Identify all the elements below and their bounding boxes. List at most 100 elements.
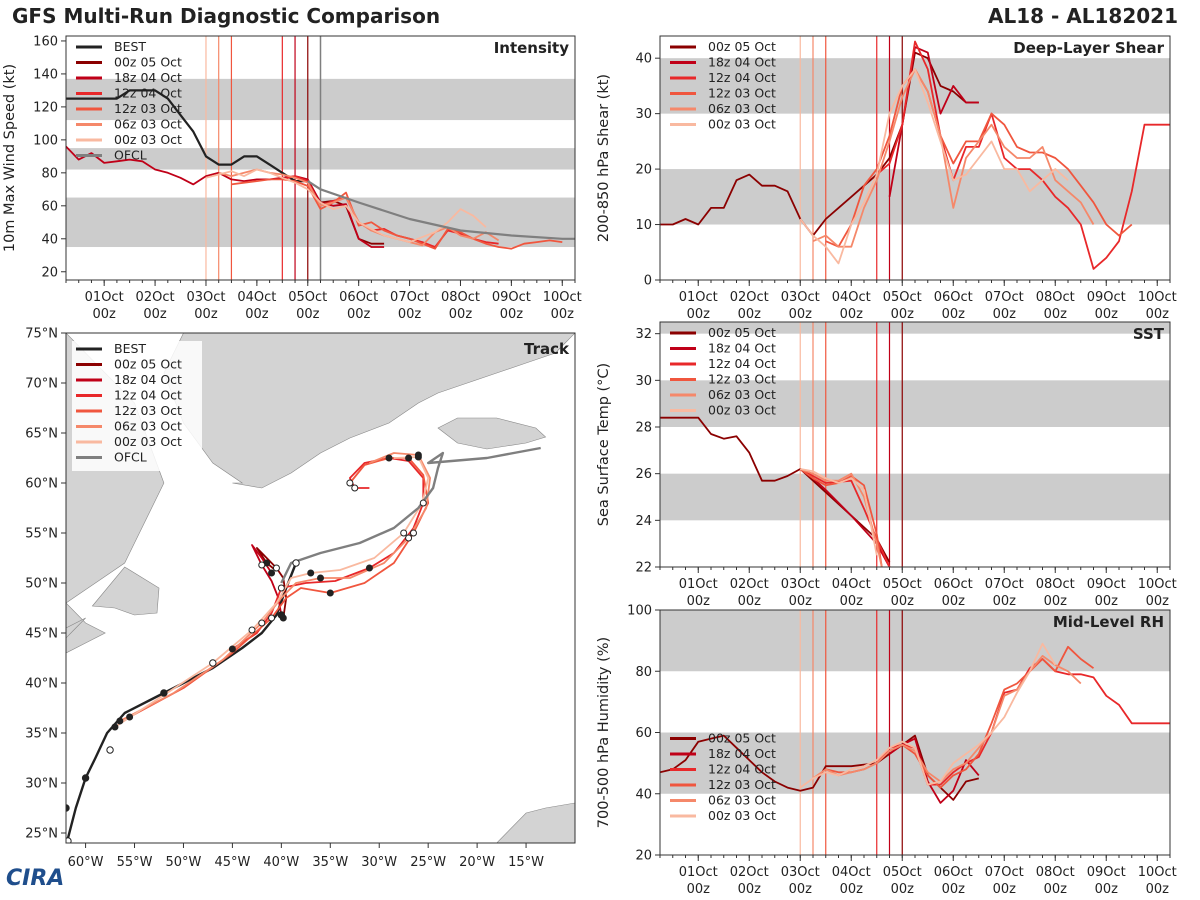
y-tick-label: 80 [635, 665, 652, 680]
legend-label: 06z 03 Oct [708, 101, 776, 116]
track-marker [258, 619, 266, 627]
track-line-06z-03-oct [119, 452, 432, 722]
x-tick-label: 10Oct [1138, 577, 1177, 592]
x-tick-label: 09Oct [492, 290, 531, 305]
y-tick-label: 0 [644, 274, 652, 289]
y-tick-label: 20 [635, 163, 652, 178]
legend-label: OFCL [114, 450, 147, 465]
track-marker [365, 564, 373, 572]
best-track-marker [209, 659, 217, 667]
track-marker [116, 717, 124, 725]
x-tick-label: 02Oct [730, 865, 769, 880]
track-marker [228, 645, 236, 653]
x-tick-label: 00z [993, 594, 1017, 609]
y-tick-label: 60 [635, 726, 652, 741]
series-group [660, 642, 1170, 804]
series-line-00z-03-oct [799, 642, 1057, 789]
x-tick-label: 00z [738, 307, 762, 322]
panel-title: SST [1133, 325, 1165, 343]
legend-label: 06z 03 Oct [114, 419, 182, 434]
x-tick-label: 20°W [459, 855, 495, 870]
panel-rh: 20 40 60 80 100 01Oct 00z 02Oct 00z 03Oct 00z 04Oct… [596, 604, 1177, 898]
x-tick-label: 06Oct [934, 290, 973, 305]
x-tick-label: 00z [1095, 594, 1119, 609]
y-tick-label: 60°N [25, 477, 58, 492]
x-tick-label: 06Oct [934, 865, 973, 880]
x-tick-label: 00z [840, 307, 864, 322]
track-marker [277, 584, 285, 592]
x-tick-label: 00z [245, 307, 269, 322]
x-tick-label: 03Oct [781, 865, 820, 880]
legend-label: 12z 04 Oct [708, 70, 776, 85]
y-tick-label: 40 [635, 52, 652, 67]
track-marker [419, 499, 427, 507]
series-line-06z-03-oct [799, 468, 883, 567]
x-tick-label: 09Oct [1087, 290, 1126, 305]
x-tick-label: 35°W [312, 855, 348, 870]
x-tick-label: 00z [942, 882, 966, 897]
legend-background [72, 341, 202, 471]
series-line-18z-04-oct [66, 145, 385, 248]
x-tick-label: 05Oct [883, 290, 922, 305]
x-tick-label: 00z [500, 307, 524, 322]
x-tick-label: 00z [993, 307, 1017, 322]
track-line-00z-03-oct [114, 456, 430, 728]
legend-label: 18z 04 Oct [708, 341, 776, 356]
x-tick-label: 00z [789, 307, 813, 322]
series-line-06z-03-oct [812, 655, 1082, 783]
x-tick-label: 02Oct [730, 290, 769, 305]
y-tick-label: 60 [41, 199, 58, 214]
x-tick-label: 07Oct [985, 290, 1024, 305]
x-tick-label: 01Oct [679, 865, 718, 880]
x-tick-label: 03Oct [781, 290, 820, 305]
x-tick-label: 04Oct [237, 290, 276, 305]
x-tick-label: 08Oct [441, 290, 480, 305]
y-axis-label: Sea Surface Temp (°C) [596, 363, 612, 526]
legend-label: 12z 03 Oct [708, 86, 776, 101]
legend-label: 12z 04 Oct [114, 86, 182, 101]
x-tick-label: 00z [942, 594, 966, 609]
legend-label: 00z 05 Oct [114, 357, 182, 372]
track-marker [400, 529, 408, 537]
x-tick-label: 03Oct [781, 577, 820, 592]
y-tick-label: 32 [635, 327, 652, 342]
track-marker [272, 564, 280, 572]
legend-label: 06z 03 Oct [708, 387, 776, 402]
legend-label: 12z 03 Oct [114, 101, 182, 116]
legend-label: 00z 05 Oct [708, 731, 776, 746]
series-line-00z-03-oct [799, 68, 1069, 265]
legend-label: 18z 04 Oct [708, 55, 776, 70]
track-marker [385, 454, 393, 462]
x-tick-label: 00z [296, 307, 320, 322]
x-tick-label: 00z [1146, 594, 1170, 609]
y-tick-label: 30 [635, 374, 652, 389]
legend-label: 12z 03 Oct [114, 403, 182, 418]
series-group [660, 416, 891, 567]
track-marker [351, 484, 359, 492]
best-track-marker [66, 804, 70, 812]
x-tick-label: 00z [398, 307, 422, 322]
track-marker [268, 569, 276, 577]
best-track-marker [106, 746, 114, 754]
y-tick-label: 40°N [25, 677, 58, 692]
track-marker [405, 454, 413, 462]
x-tick-label: 06Oct [339, 290, 378, 305]
x-tick-label: 00z [891, 594, 915, 609]
x-tick-label: 00z [1146, 882, 1170, 897]
panel-title: Track [524, 340, 570, 358]
x-tick-label: 00z [347, 307, 371, 322]
x-tick-label: 00z [1095, 882, 1119, 897]
y-tick-label: 20 [41, 265, 58, 280]
shaded-band [660, 380, 1170, 427]
legend-label: BEST [114, 39, 146, 54]
legend-label: BEST [114, 341, 146, 356]
track-line-ofcl [280, 446, 541, 584]
series-group [660, 40, 1170, 270]
series-line-ofcl [307, 180, 575, 240]
panel-title: Deep-Layer Shear [1013, 39, 1164, 57]
y-tick-label: 24 [635, 514, 652, 529]
legend-label: 00z 03 Oct [708, 808, 776, 823]
legend-label: 12z 03 Oct [708, 777, 776, 792]
